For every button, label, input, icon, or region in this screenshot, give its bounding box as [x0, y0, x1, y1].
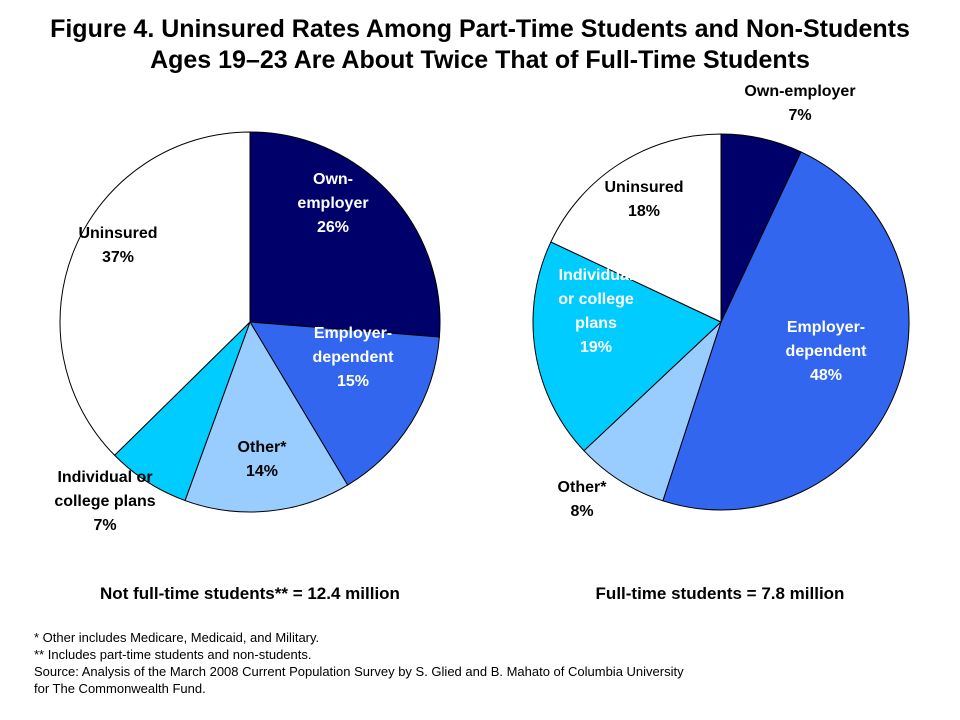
footnote-source-cont: for The Commonwealth Fund.: [34, 681, 206, 696]
pie-full-time-label-line-3-2: plans: [575, 315, 617, 332]
pie-not-full-time-label-0: Own-employer 26%: [297, 171, 368, 236]
pie-full-time-label-line-1-1: dependent: [786, 343, 868, 360]
caption-not-full-time: Not full-time students** = 12.4 million: [100, 584, 400, 603]
pie-not-full-time-slice-0: [249, 131, 441, 338]
pie-full-time-slice-3: [532, 241, 722, 452]
pie-not-full-time-value-3: 7%: [93, 517, 116, 534]
pie-not-full-time-slice-1: [249, 321, 440, 486]
pie-not-full-time-label-line-4-0: Uninsured: [78, 225, 157, 242]
pie-full-time-value-4: 18%: [628, 203, 660, 220]
footnote-source: Source: Analysis of the March 2008 Curre…: [34, 664, 684, 679]
pie-full-time-value-3: 19%: [580, 339, 612, 356]
pie-not-full-time-value-0: 26%: [317, 219, 349, 236]
pie-full-time-value-1: 48%: [810, 367, 842, 384]
pie-full-time-label-line-3-1: or college: [558, 291, 634, 308]
pie-not-full-time-label-3: Individual or college plans 7%: [54, 469, 155, 534]
pie-full-time-slice-2: [583, 321, 722, 502]
footnotes: * Other includes Medicare, Medicaid, and…: [34, 629, 684, 697]
pie-not-full-time-value-4: 37%: [102, 249, 134, 266]
pie-not-full-time-value-2: 14%: [246, 463, 278, 480]
pie-full-time-label-line-0-0: Own-employer: [744, 83, 855, 100]
title-line-1: Figure 4. Uninsured Rates Among Part-Tim…: [50, 15, 910, 43]
pie-full-time: Own-employer 7% Employer-dependent 48% Other…: [532, 83, 910, 520]
pie-full-time-label-0: Own-employer 7%: [744, 83, 855, 124]
pie-full-time-label-line-2-0: Other*: [558, 479, 608, 496]
footnote-other: * Other includes Medicare, Medicaid, and…: [34, 630, 320, 645]
pie-not-full-time-label-line-3-0: Individual or: [57, 469, 152, 486]
pie-not-full-time: Own-employer 26% Employer-dependent 15% Othe…: [54, 131, 441, 534]
pie-full-time-label-1: Employer-dependent 48%: [786, 319, 868, 384]
chart-title: Figure 4. Uninsured Rates Among Part-Tim…: [0, 14, 960, 76]
pie-not-full-time-label-line-1-1: dependent: [313, 349, 395, 366]
pie-full-time-slice-1: [662, 151, 910, 511]
pie-not-full-time-slice-2: [184, 320, 349, 513]
pie-full-time-label-2: Other* 8%: [558, 479, 608, 520]
pie-not-full-time-label-1: Employer-dependent 15%: [313, 325, 395, 390]
pie-full-time-label-3: Individual or college plans 19%: [558, 267, 634, 356]
pie-not-full-time-label-line-2-0: Other*: [238, 439, 288, 456]
pie-not-full-time-value-1: 15%: [337, 373, 369, 390]
footnote-part-time: ** Includes part-time students and non-s…: [34, 647, 312, 662]
pie-full-time-label-4: Uninsured 18%: [604, 179, 683, 220]
title-line-2: Ages 19–23 Are About Twice That of Full-…: [150, 46, 810, 74]
pie-full-time-label-line-4-0: Uninsured: [604, 179, 683, 196]
pie-not-full-time-slice-4: [59, 131, 251, 456]
pie-full-time-value-0: 7%: [788, 107, 811, 124]
pie-not-full-time-label-line-0-0: Own-: [313, 171, 353, 188]
pie-not-full-time-label-line-0-1: employer: [297, 195, 368, 212]
pie-not-full-time-label-4: Uninsured 37%: [78, 225, 157, 266]
caption-full-time: Full-time students = 7.8 million: [595, 584, 845, 603]
pie-full-time-slice-4: [550, 133, 722, 323]
pie-full-time-value-2: 8%: [570, 503, 593, 520]
pie-full-time-label-line-3-0: Individual: [559, 267, 634, 284]
pie-not-full-time-label-line-1-0: Employer-: [314, 325, 392, 342]
pie-not-full-time-label-2: Other* 14%: [238, 439, 288, 480]
pie-not-full-time-label-line-3-1: college plans: [54, 493, 155, 510]
pie-full-time-label-line-1-0: Employer-: [787, 319, 865, 336]
